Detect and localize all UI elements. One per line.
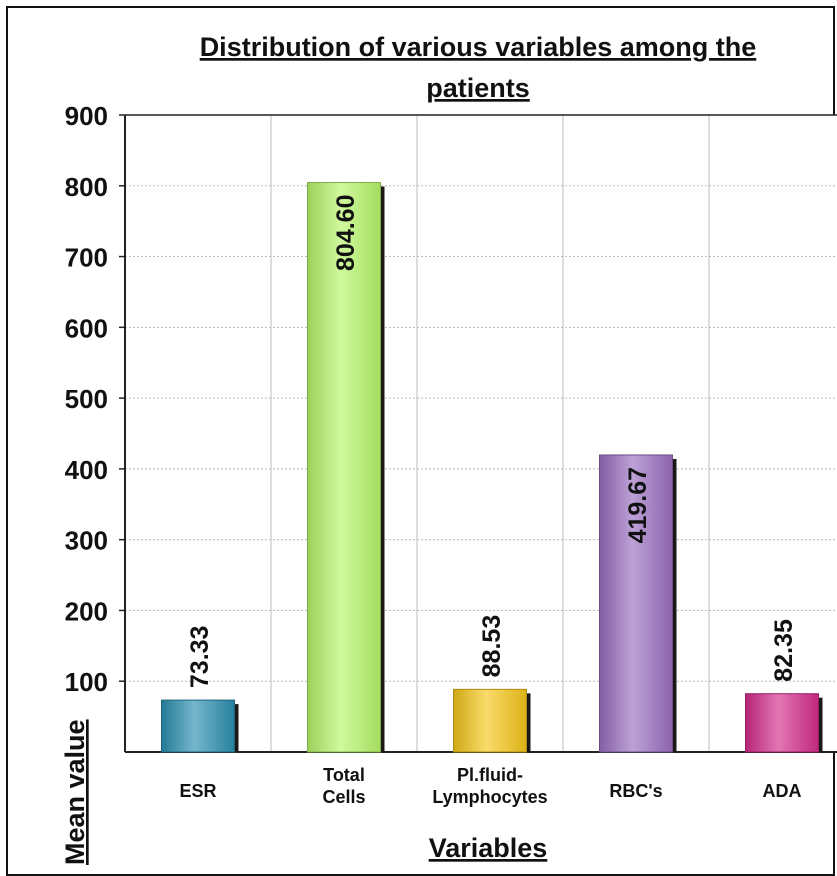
x-tick-label: ESR bbox=[179, 781, 216, 801]
bar-3 bbox=[453, 688, 527, 753]
chart-title: Distribution of various variables among … bbox=[200, 32, 757, 62]
x-tick-label: ADA bbox=[763, 781, 802, 801]
x-tick-label: RBC's bbox=[609, 781, 662, 801]
y-tick-label: 300 bbox=[65, 526, 108, 556]
x-tick-label: Total bbox=[323, 765, 365, 785]
bar-2 bbox=[307, 182, 381, 753]
bar-5 bbox=[745, 693, 819, 753]
y-tick-label: 400 bbox=[65, 455, 108, 485]
chart-title: patients bbox=[426, 73, 530, 103]
y-axis-label: Mean value bbox=[60, 719, 90, 865]
y-tick-label: 500 bbox=[65, 384, 108, 414]
y-tick-label: 800 bbox=[65, 172, 108, 202]
data-label: 82.35 bbox=[770, 619, 798, 682]
x-tick-label: Cells bbox=[322, 787, 365, 807]
x-tick-label: Pl.fluid- bbox=[457, 765, 523, 785]
x-tick-label: Lymphocytes bbox=[432, 787, 547, 807]
data-label: 88.53 bbox=[478, 615, 506, 678]
bar-1 bbox=[161, 699, 235, 753]
y-tick-label: 600 bbox=[65, 313, 108, 343]
y-tick-label: 200 bbox=[65, 596, 108, 626]
data-label: 804.60 bbox=[332, 195, 360, 271]
x-axis-label: Variables bbox=[429, 833, 548, 863]
data-label: 419.67 bbox=[624, 467, 652, 543]
data-label: 73.33 bbox=[186, 626, 214, 689]
y-tick-label: 900 bbox=[65, 101, 108, 131]
y-tick-label: 700 bbox=[65, 243, 108, 273]
bar-4 bbox=[599, 454, 673, 753]
plot-area bbox=[125, 115, 837, 752]
y-tick-label: 100 bbox=[65, 667, 108, 697]
